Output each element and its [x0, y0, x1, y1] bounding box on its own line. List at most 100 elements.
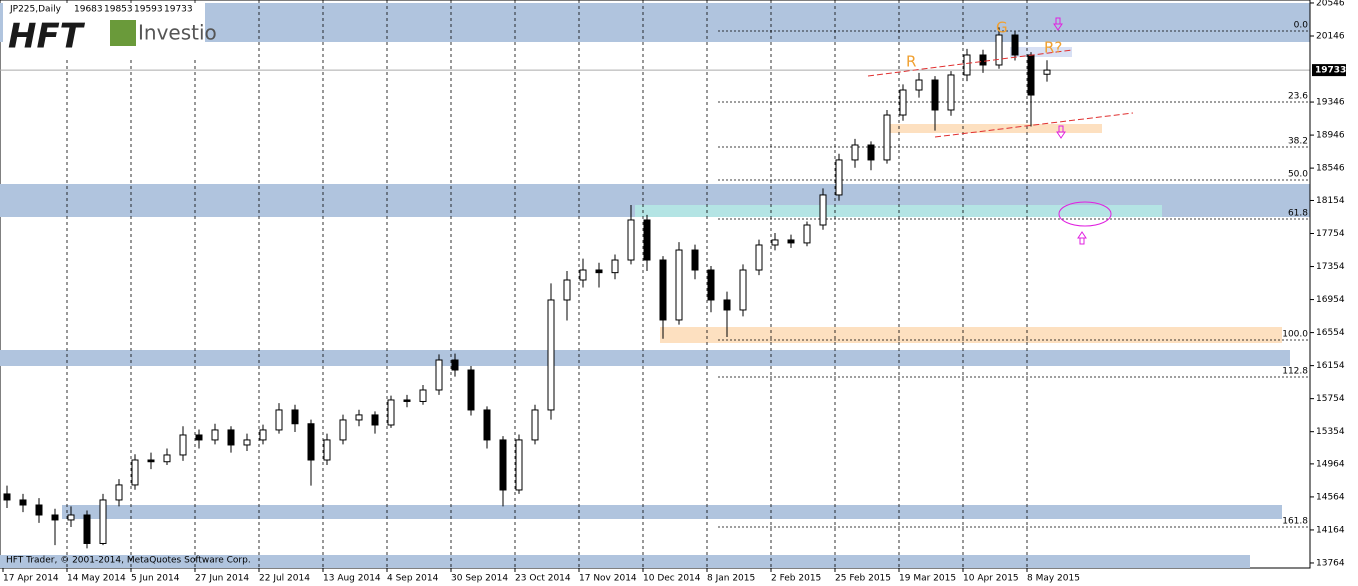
candle-body: [915, 79, 923, 91]
y-tick-label: 15354: [1316, 427, 1345, 437]
y-tick-label: 16154: [1316, 361, 1345, 371]
candle-body: [275, 409, 283, 431]
fib-label: 100.0: [1282, 330, 1308, 340]
x-tick-label: 17 Nov 2014: [579, 574, 637, 584]
plot-area: [0, 0, 1311, 569]
ellipse: [1058, 201, 1112, 227]
fib-label: 61.8: [1288, 209, 1308, 219]
zone: [1010, 47, 1072, 57]
header-value: 19683: [74, 5, 103, 15]
candle-body: [659, 259, 667, 321]
arrow-up: [1077, 231, 1087, 245]
candle-body: [547, 299, 555, 411]
fib-label: 0.0: [1294, 21, 1309, 31]
candle-body: [931, 79, 939, 111]
candle-body: [963, 54, 971, 76]
x-tick-label: 10 Apr 2015: [963, 574, 1019, 584]
y-tick-label: 14564: [1316, 492, 1345, 502]
candle-body: [131, 459, 139, 486]
candle-body: [563, 279, 571, 301]
candle-body: [819, 194, 827, 226]
candle-body: [515, 439, 523, 491]
candle-body: [355, 414, 363, 421]
candle-body: [771, 239, 779, 246]
x-tick-label: 8 May 2015: [1027, 574, 1080, 584]
candle-body: [403, 399, 411, 402]
candle-body: [531, 409, 539, 441]
x-tick-label: 13 Aug 2014: [323, 574, 381, 584]
candle-body: [163, 454, 171, 463]
arrow-down: [1056, 125, 1066, 139]
y-tick-label: 16554: [1316, 328, 1345, 338]
candle-body: [227, 429, 235, 446]
candle-body: [243, 439, 251, 446]
candle-body: [51, 514, 59, 521]
candle-body: [595, 269, 603, 274]
x-tick-label: 30 Sep 2014: [451, 574, 508, 584]
zone: [0, 3, 1310, 42]
y-tick-label: 17754: [1316, 229, 1345, 239]
candle-body: [851, 144, 859, 161]
price-box: [1312, 64, 1346, 77]
zone: [0, 350, 1290, 366]
candle-body: [19, 499, 27, 506]
candle-body: [691, 249, 699, 271]
trendline: [867, 49, 1073, 77]
candle-body: [883, 114, 891, 161]
candle-body: [995, 34, 1003, 66]
y-tick-label: 14164: [1316, 525, 1345, 535]
x-tick-label: 8 Jan 2015: [707, 574, 755, 584]
logo-box: [3, 3, 205, 57]
annotation: R?: [1044, 39, 1062, 57]
candle-body: [755, 244, 763, 271]
candle-body: [467, 369, 475, 411]
logo-name: Investio: [138, 21, 217, 45]
fib-label: 50.0: [1288, 170, 1308, 180]
candle-body: [803, 224, 811, 244]
candle-body: [147, 459, 155, 463]
candle-body: [339, 419, 347, 441]
x-tick-label: 10 Dec 2014: [643, 574, 701, 584]
candle-body: [579, 269, 587, 281]
header-value: 19593: [134, 5, 163, 15]
candle-body: [259, 429, 267, 441]
candle-body: [947, 74, 955, 111]
y-tick-label: 19346: [1316, 98, 1345, 108]
candle-body: [499, 439, 507, 491]
candle-body: [627, 219, 635, 261]
y-tick-label: 14964: [1316, 459, 1345, 469]
y-tick-label: 20546: [1316, 0, 1345, 8]
x-tick-label: 14 May 2014: [67, 574, 126, 584]
logo-icon: [110, 20, 136, 46]
candle-body: [979, 54, 987, 66]
candle-body: [307, 423, 315, 461]
candle-body: [723, 299, 731, 311]
candle-body: [99, 499, 107, 544]
arrow-down: [1053, 17, 1063, 31]
y-tick-label: 18546: [1316, 164, 1345, 174]
candle-body: [643, 219, 651, 261]
zone: [885, 124, 1102, 133]
annotation: R: [906, 53, 916, 71]
y-tick-label: 18154: [1316, 196, 1345, 206]
y-tick-label: 13764: [1316, 558, 1345, 568]
candle-body: [323, 439, 331, 461]
candle-body: [419, 389, 427, 402]
candle-body: [867, 144, 875, 161]
candle-body: [387, 399, 395, 426]
zones: [0, 3, 1310, 568]
x-tick-label: 23 Oct 2014: [515, 574, 571, 584]
x-tick-label: 27 Jun 2014: [195, 574, 249, 584]
candle-body: [483, 409, 491, 441]
price-box-label: 19733: [1315, 66, 1346, 76]
candle-body: [179, 434, 187, 456]
candle-body: [83, 514, 91, 544]
y-tick-label: 16954: [1316, 295, 1345, 305]
zone: [0, 555, 1250, 568]
candle-body: [1011, 34, 1019, 56]
candle-body: [371, 414, 379, 426]
candle-body: [787, 239, 795, 244]
y-tick-label: 15754: [1316, 394, 1345, 404]
header-value: 19853: [104, 5, 133, 15]
